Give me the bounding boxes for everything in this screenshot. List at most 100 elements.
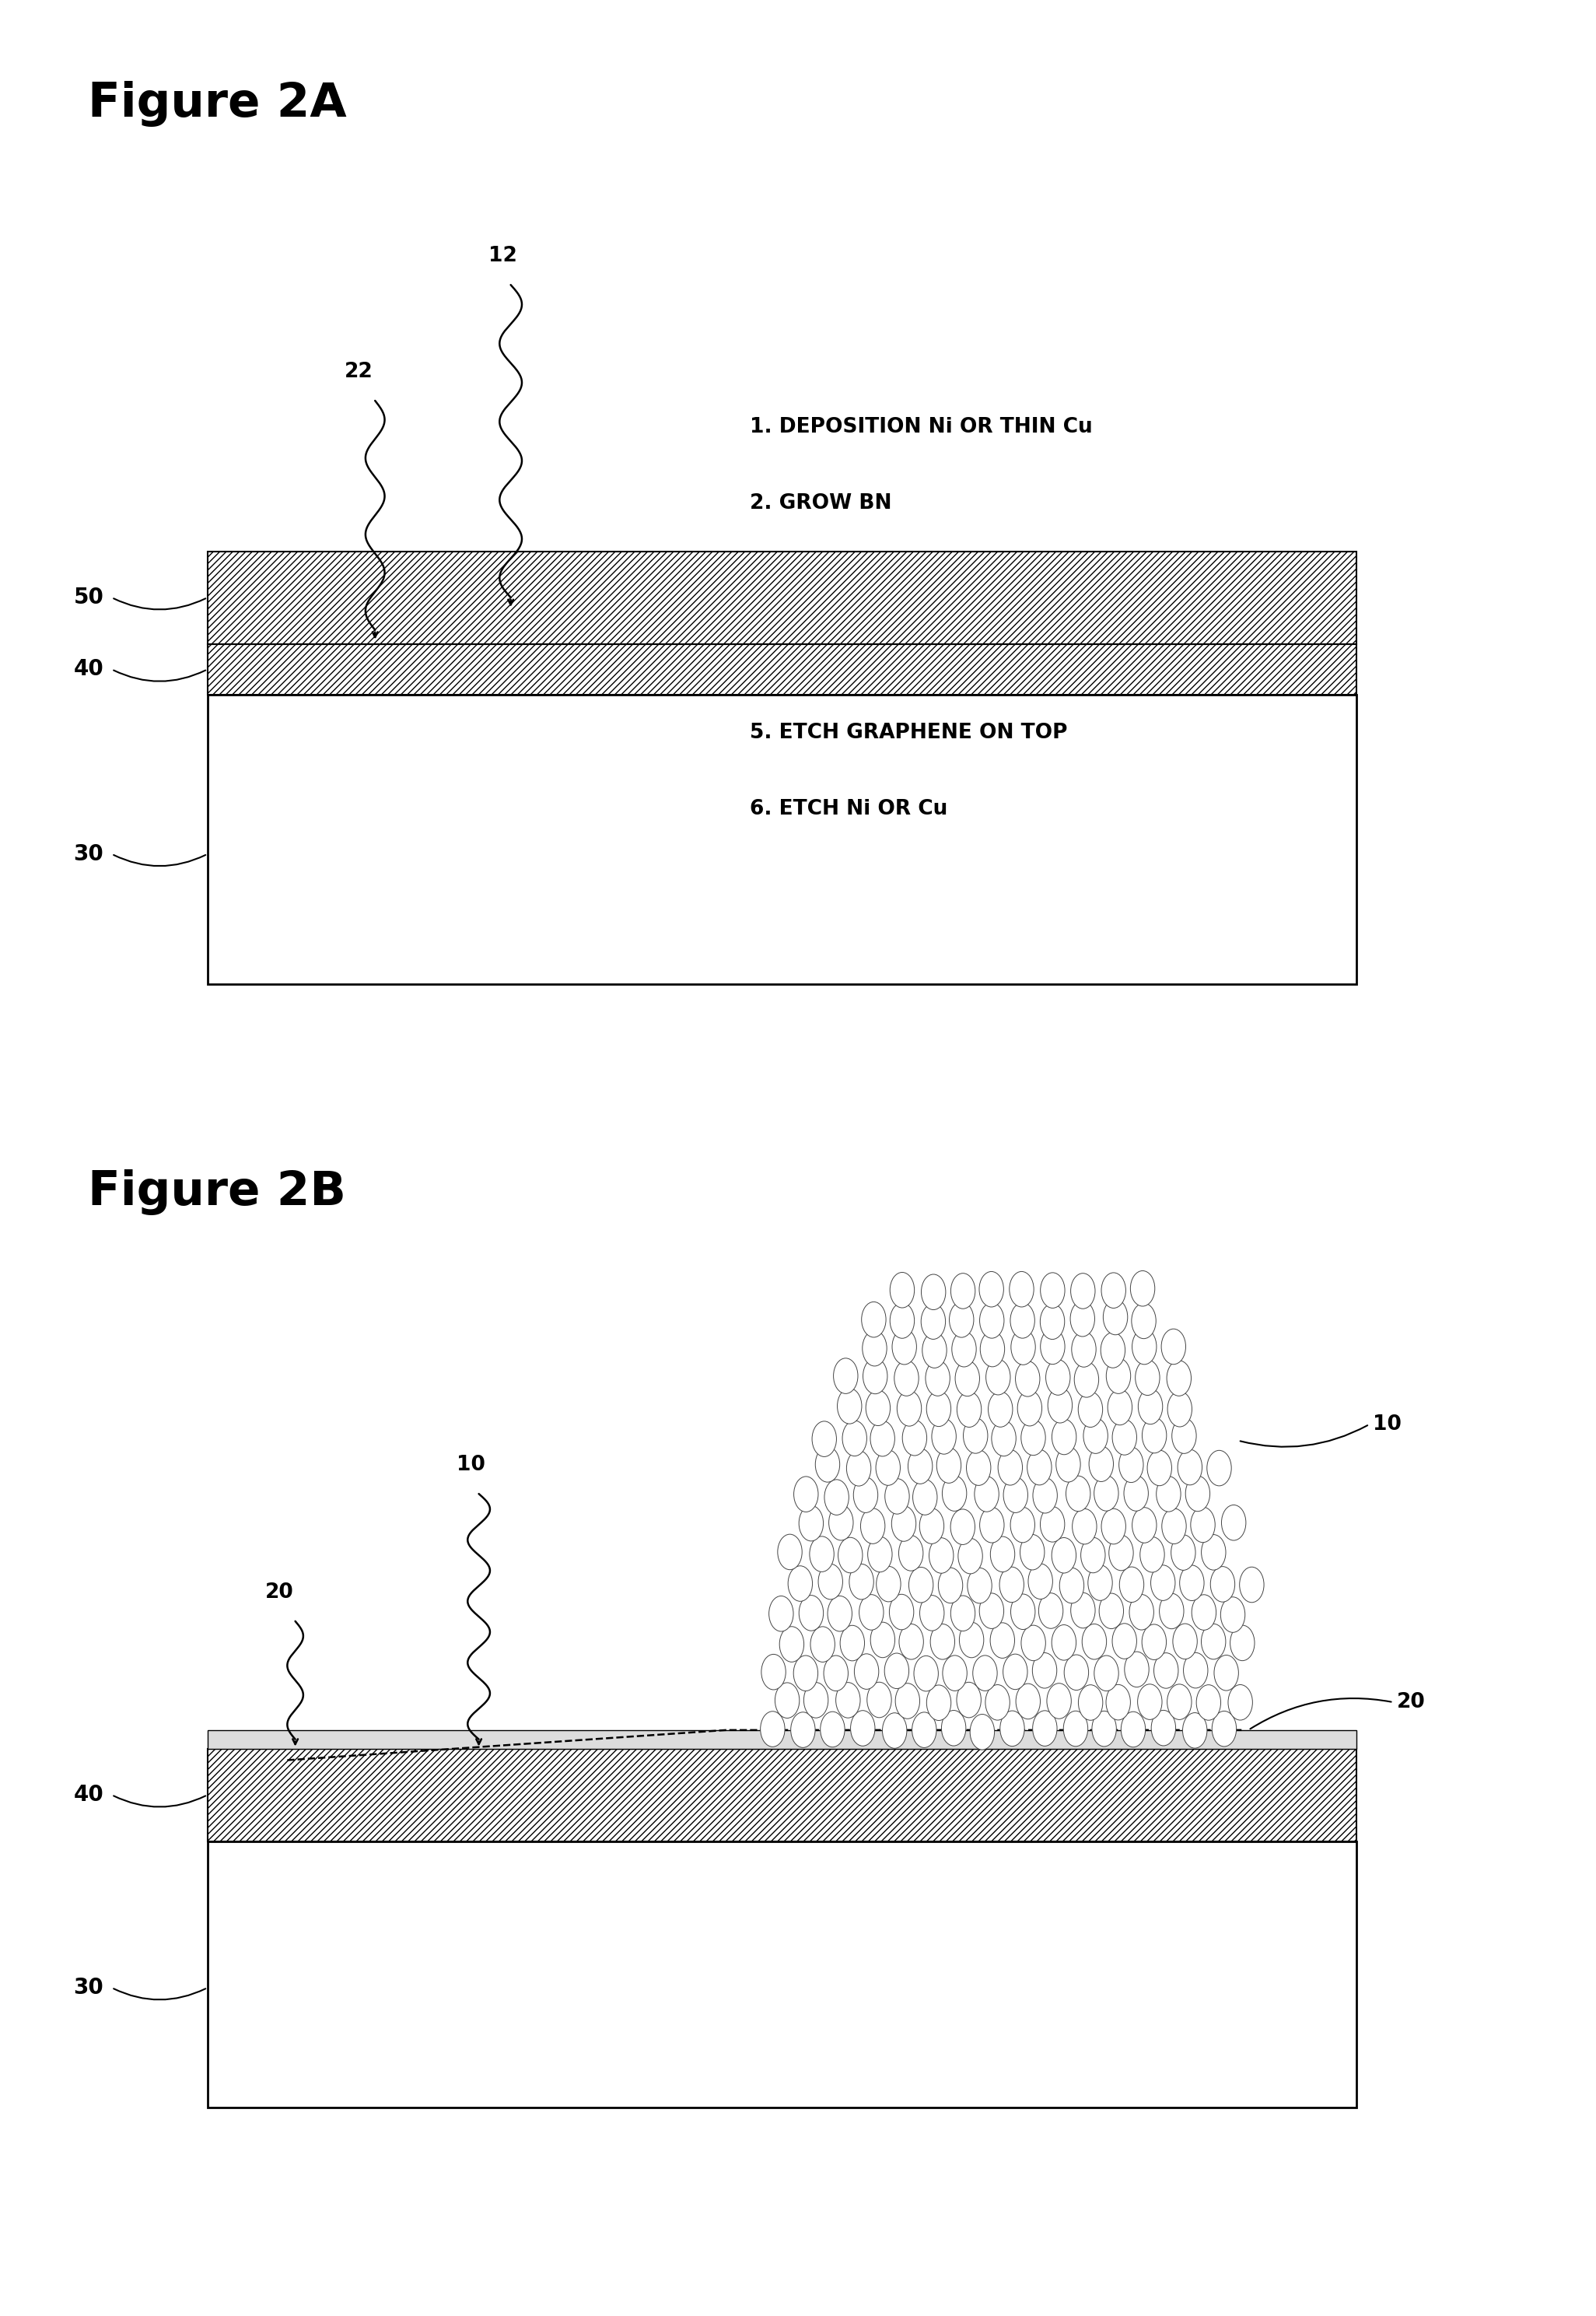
Circle shape	[930, 1624, 954, 1661]
Circle shape	[1021, 1420, 1045, 1454]
Circle shape	[986, 1359, 1010, 1394]
Circle shape	[1100, 1593, 1124, 1628]
Circle shape	[1167, 1359, 1191, 1397]
Circle shape	[927, 1392, 951, 1427]
Text: 4. GROW GRAPHENE: 4. GROW GRAPHENE	[750, 646, 985, 667]
Circle shape	[1101, 1508, 1125, 1545]
Circle shape	[761, 1654, 785, 1691]
Circle shape	[868, 1536, 892, 1573]
Circle shape	[1171, 1536, 1195, 1570]
Circle shape	[804, 1681, 828, 1718]
Circle shape	[958, 1392, 982, 1427]
Circle shape	[1010, 1329, 1036, 1364]
Circle shape	[1106, 1357, 1130, 1394]
Circle shape	[838, 1538, 862, 1573]
Circle shape	[1168, 1392, 1192, 1427]
Circle shape	[956, 1681, 982, 1718]
Text: Figure 2A: Figure 2A	[88, 81, 346, 127]
Circle shape	[1052, 1538, 1076, 1573]
Circle shape	[1079, 1684, 1103, 1721]
Circle shape	[1060, 1568, 1084, 1603]
Circle shape	[1210, 1566, 1235, 1603]
Circle shape	[991, 1536, 1015, 1573]
Circle shape	[1148, 1450, 1171, 1485]
Circle shape	[1135, 1359, 1160, 1394]
Circle shape	[1227, 1684, 1253, 1721]
Circle shape	[1080, 1538, 1104, 1573]
Circle shape	[942, 1475, 967, 1510]
Circle shape	[1082, 1624, 1106, 1658]
Circle shape	[1071, 1302, 1095, 1336]
Circle shape	[812, 1422, 836, 1457]
Circle shape	[843, 1420, 867, 1457]
Circle shape	[790, 1712, 816, 1749]
Circle shape	[892, 1329, 916, 1364]
Circle shape	[967, 1450, 991, 1485]
Circle shape	[954, 1362, 980, 1397]
Circle shape	[980, 1332, 1004, 1366]
Circle shape	[1073, 1508, 1096, 1545]
Circle shape	[1211, 1712, 1237, 1746]
Circle shape	[980, 1271, 1004, 1306]
Circle shape	[1178, 1450, 1202, 1485]
Circle shape	[828, 1505, 854, 1540]
Circle shape	[838, 1387, 862, 1424]
Text: 5. ETCH GRAPHENE ON TOP: 5. ETCH GRAPHENE ON TOP	[750, 723, 1068, 743]
Circle shape	[921, 1274, 946, 1311]
Circle shape	[1101, 1274, 1125, 1309]
Circle shape	[1041, 1329, 1065, 1364]
Circle shape	[846, 1450, 871, 1487]
Circle shape	[937, 1448, 961, 1482]
Circle shape	[876, 1450, 900, 1485]
Text: 50: 50	[73, 586, 104, 609]
Circle shape	[889, 1593, 915, 1630]
Circle shape	[865, 1390, 891, 1427]
Circle shape	[1231, 1626, 1254, 1661]
Circle shape	[1108, 1390, 1132, 1424]
Circle shape	[820, 1712, 844, 1746]
Circle shape	[793, 1478, 819, 1512]
Circle shape	[1124, 1475, 1148, 1510]
Circle shape	[1120, 1712, 1146, 1746]
Text: 20: 20	[265, 1582, 294, 1603]
Circle shape	[899, 1536, 922, 1570]
Circle shape	[1183, 1714, 1207, 1749]
Circle shape	[980, 1304, 1004, 1339]
Bar	[207, 644, 1357, 695]
Text: 1. DEPOSITION Ni OR THIN Cu: 1. DEPOSITION Ni OR THIN Cu	[750, 417, 1093, 438]
Circle shape	[1138, 1684, 1162, 1718]
Text: 6. ETCH Ni OR Cu: 6. ETCH Ni OR Cu	[750, 799, 948, 820]
Circle shape	[980, 1593, 1004, 1628]
Circle shape	[816, 1448, 839, 1482]
Text: 40: 40	[73, 658, 104, 681]
Circle shape	[1002, 1654, 1028, 1688]
Circle shape	[1106, 1684, 1130, 1721]
Circle shape	[776, 1684, 800, 1718]
Circle shape	[1125, 1651, 1149, 1686]
Circle shape	[974, 1656, 998, 1691]
Circle shape	[1143, 1417, 1167, 1452]
Circle shape	[1021, 1626, 1045, 1661]
Circle shape	[1088, 1445, 1114, 1482]
Circle shape	[809, 1536, 835, 1573]
Circle shape	[991, 1420, 1017, 1457]
Circle shape	[1066, 1475, 1090, 1512]
Circle shape	[760, 1712, 785, 1746]
Circle shape	[1052, 1420, 1076, 1454]
Circle shape	[942, 1709, 966, 1746]
Circle shape	[911, 1712, 937, 1749]
Text: 12: 12	[488, 245, 517, 266]
Circle shape	[800, 1505, 824, 1540]
Circle shape	[884, 1478, 910, 1515]
Circle shape	[913, 1480, 937, 1515]
Circle shape	[1173, 1624, 1197, 1658]
Circle shape	[859, 1596, 884, 1630]
Text: 3. ETCH BN ON TOP: 3. ETCH BN ON TOP	[750, 570, 975, 591]
Circle shape	[1215, 1656, 1238, 1691]
Circle shape	[1010, 1508, 1034, 1542]
Circle shape	[1028, 1563, 1053, 1598]
Text: 10: 10	[1373, 1415, 1401, 1434]
Circle shape	[964, 1417, 988, 1454]
Circle shape	[1159, 1593, 1184, 1628]
Circle shape	[1017, 1684, 1041, 1718]
